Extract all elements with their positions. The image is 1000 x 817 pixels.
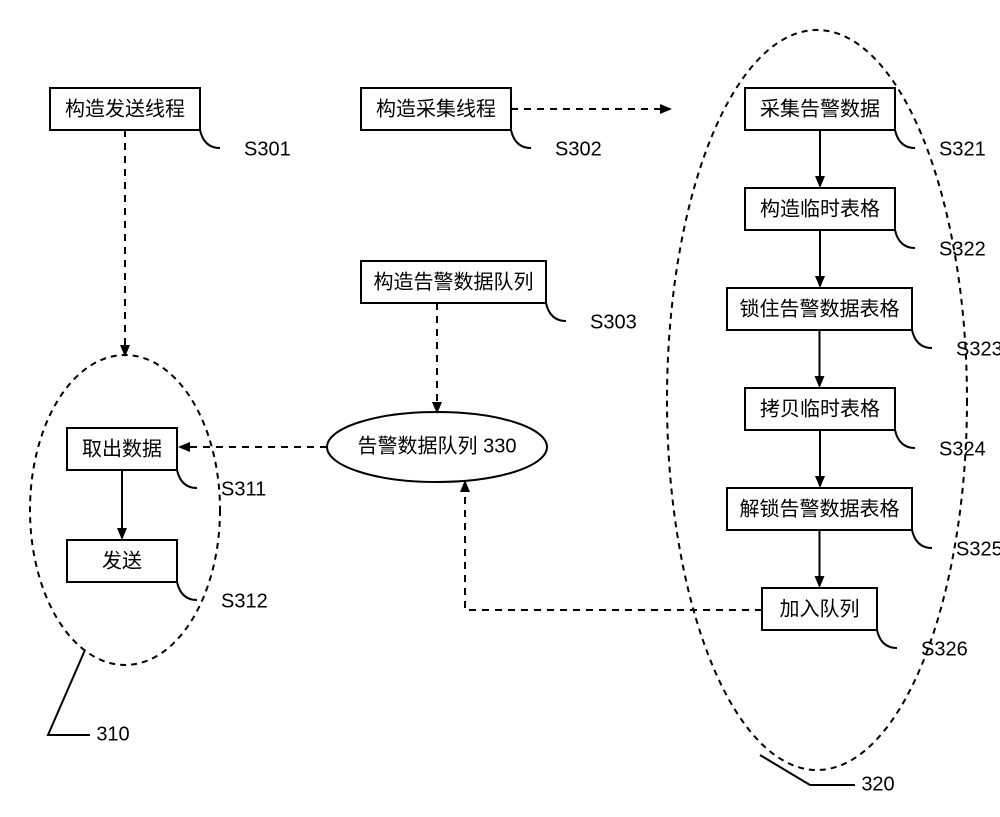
box-s321-text: 采集告警数据 bbox=[760, 97, 880, 120]
box-s302-text: 构造采集线程 bbox=[376, 97, 496, 120]
box-s302-label: S302 bbox=[555, 138, 602, 160]
box-s311-leader bbox=[177, 470, 197, 488]
box-s324-leader bbox=[895, 430, 915, 448]
box-s312-label: S312 bbox=[221, 590, 268, 612]
box-s312-text: 发送 bbox=[102, 549, 142, 572]
box-s301-text: 构造发送线程 bbox=[65, 97, 185, 120]
box-s323-leader bbox=[912, 330, 932, 348]
box-s325-label: S325 bbox=[956, 538, 1000, 560]
box-s326-label: S326 bbox=[921, 638, 968, 660]
box-s322-leader bbox=[895, 230, 915, 248]
box-s322-text: 构造临时表格 bbox=[760, 197, 880, 220]
box-s311-label: S311 bbox=[221, 478, 266, 500]
box-s312-leader bbox=[177, 582, 197, 600]
box-s301-leader bbox=[200, 130, 220, 148]
box-s321-leader bbox=[895, 130, 915, 148]
group-320-leader bbox=[760, 755, 855, 785]
box-s302-leader bbox=[511, 130, 531, 148]
group-310-ellipse bbox=[30, 355, 220, 665]
box-s325-text: 解锁告警数据表格 bbox=[740, 497, 900, 520]
box-s324-text: 拷贝临时表格 bbox=[760, 397, 880, 420]
group-320-number: 320 bbox=[861, 773, 894, 795]
box-s326-leader bbox=[877, 630, 897, 648]
queue-330-label: 告警数据队列 330 bbox=[358, 434, 517, 457]
box-s303-leader bbox=[546, 303, 566, 321]
box-s303-text: 构造告警数据队列 bbox=[374, 270, 534, 293]
box-s321-label: S321 bbox=[939, 138, 986, 160]
box-s322-label: S322 bbox=[939, 238, 986, 260]
box-s311-text: 取出数据 bbox=[82, 437, 162, 460]
box-s323-text: 锁住告警数据表格 bbox=[740, 297, 900, 320]
box-s301-label: S301 bbox=[244, 138, 291, 160]
box-s324-label: S324 bbox=[939, 438, 986, 460]
dashed-arrow bbox=[465, 482, 762, 610]
box-s325-leader bbox=[912, 530, 932, 548]
box-s323-label: S323 bbox=[956, 338, 1000, 360]
group-310-number: 310 bbox=[96, 723, 129, 745]
group-310-leader bbox=[48, 650, 90, 735]
box-s303-label: S303 bbox=[590, 311, 637, 333]
box-s326-text: 加入队列 bbox=[780, 597, 860, 620]
